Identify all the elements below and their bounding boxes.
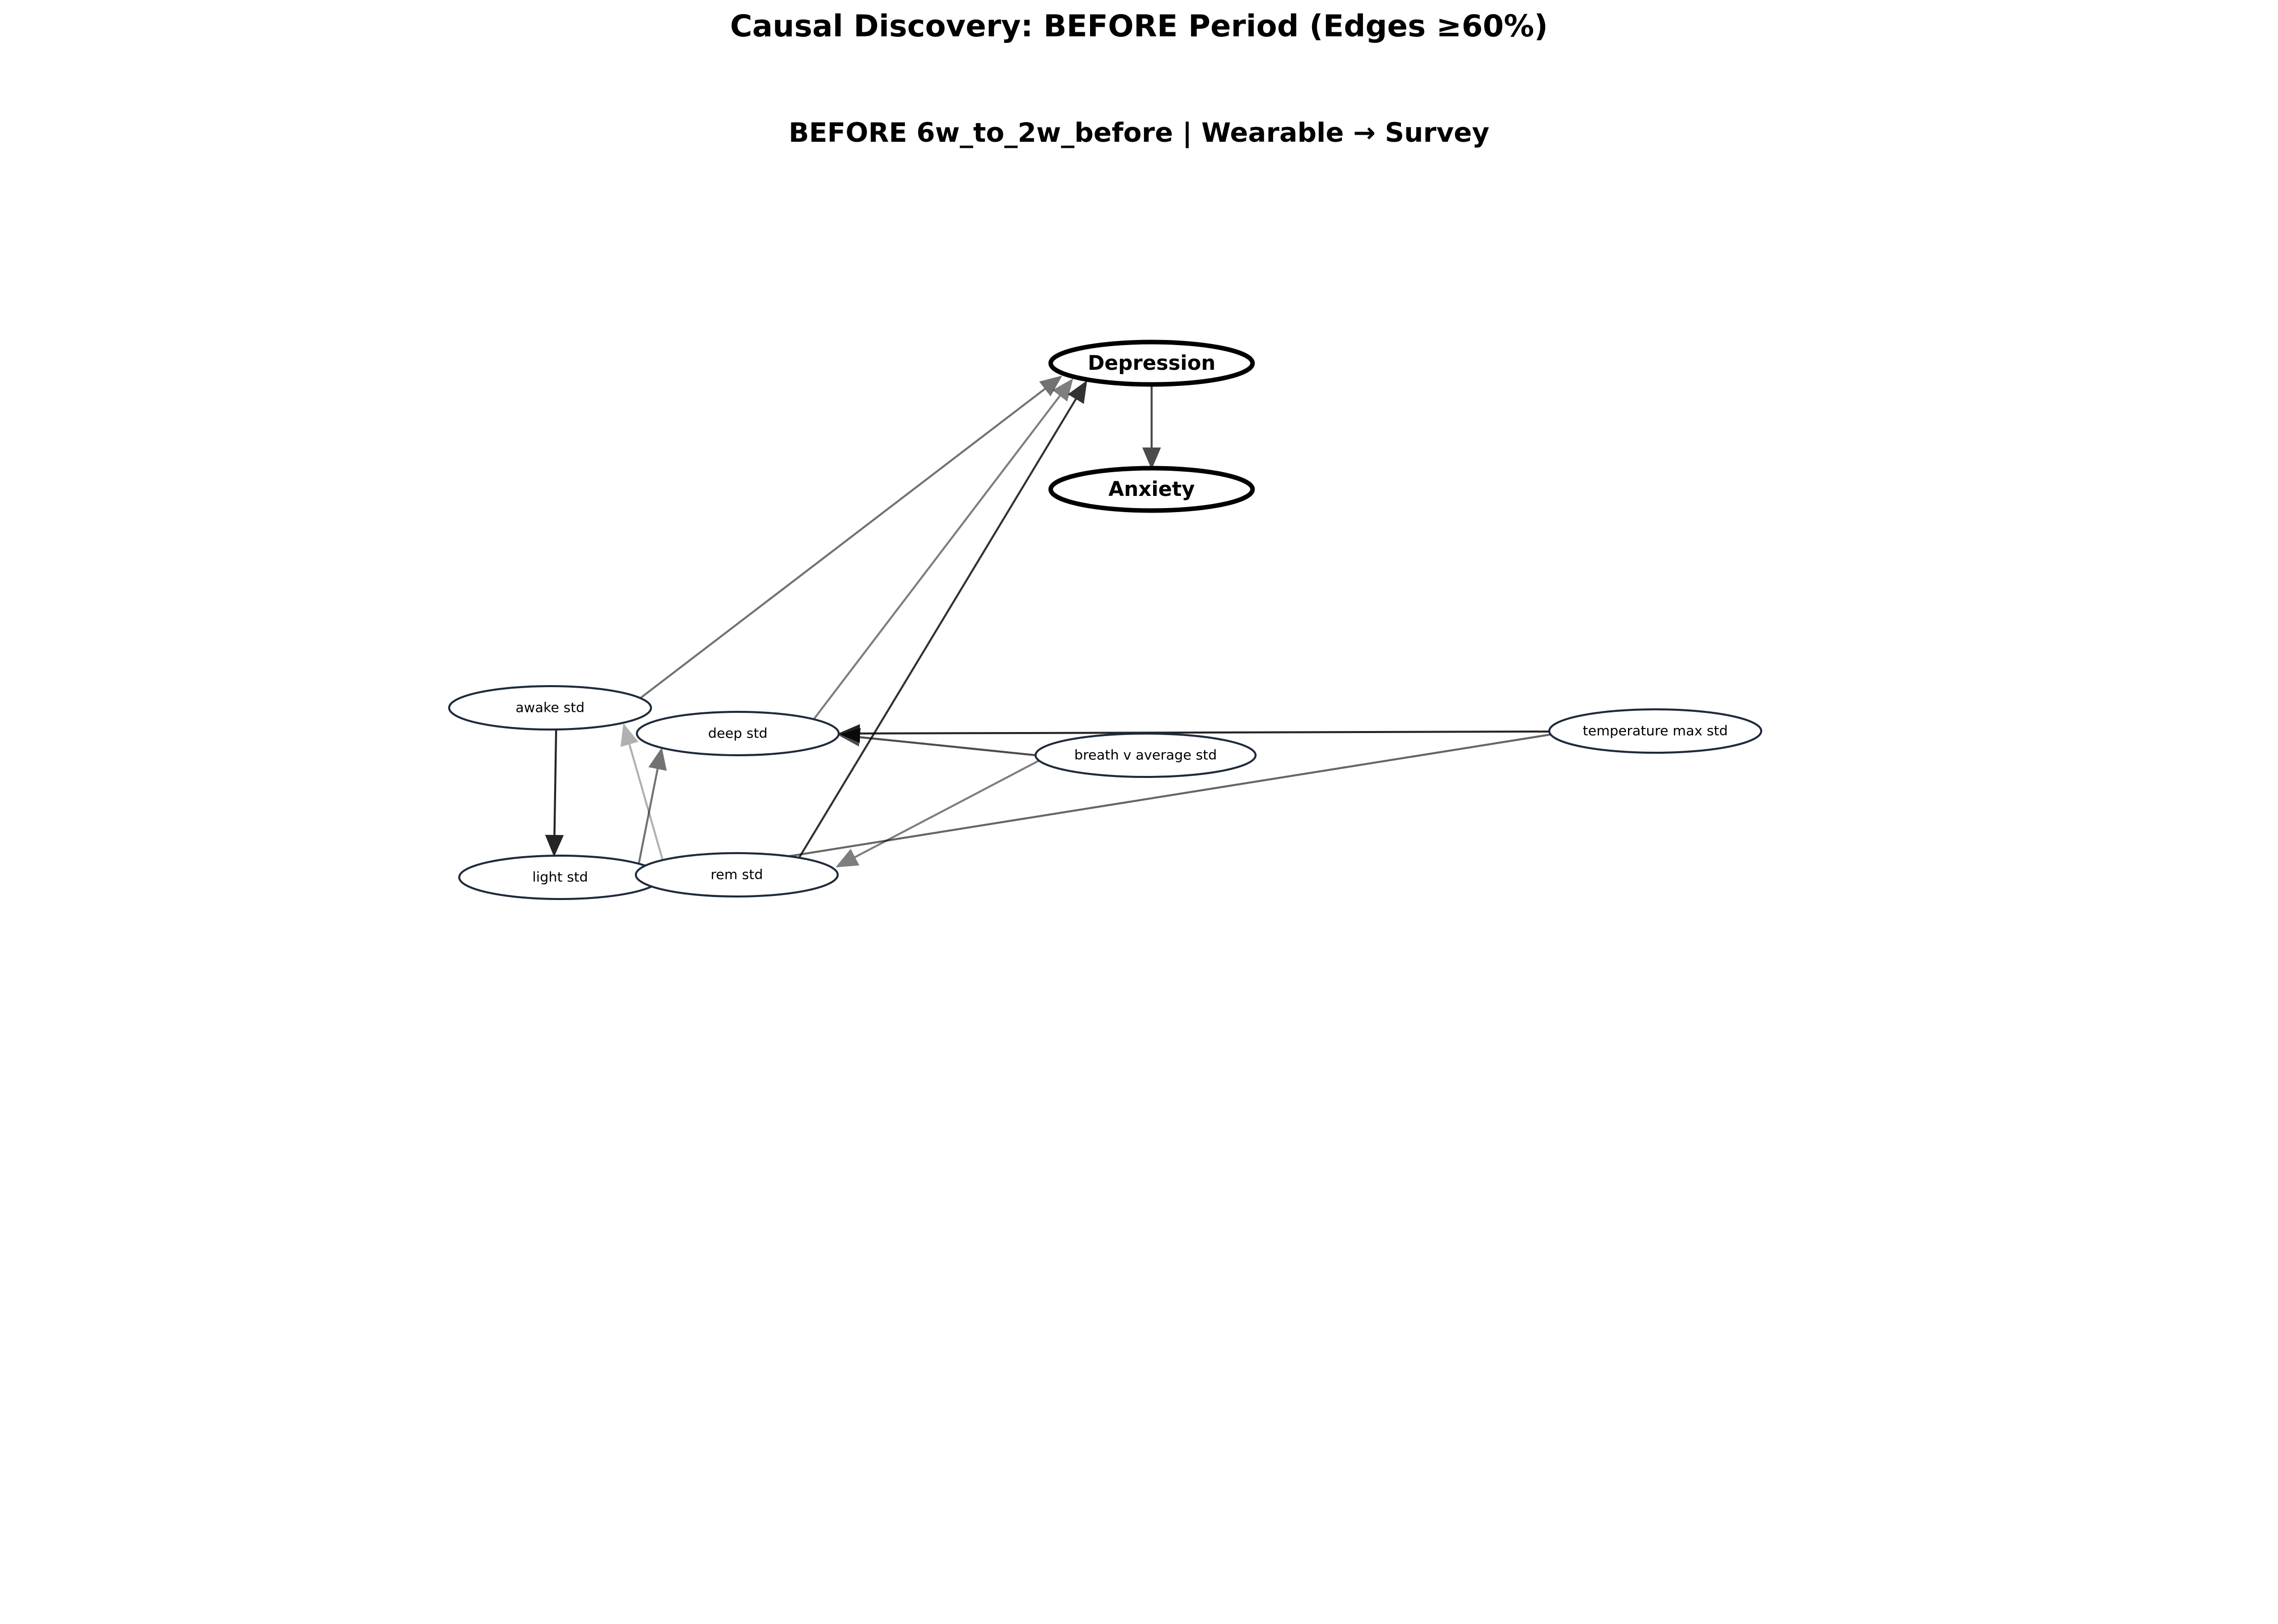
node-ellipse bbox=[635, 852, 839, 898]
node-temperature-max-std: temperature max std bbox=[1548, 708, 1762, 754]
edge-line bbox=[859, 731, 1550, 735]
figure-title: Causal Discovery: BEFORE Period (Edges ≥… bbox=[730, 9, 1548, 44]
node-deep-std: deep std bbox=[636, 711, 840, 756]
edge-awake-std-to-light-std bbox=[545, 730, 564, 857]
edge-breath-v-average-std-to-deep-std bbox=[838, 727, 1037, 756]
node-ellipse bbox=[1048, 466, 1255, 513]
edge-line bbox=[628, 743, 664, 862]
node-ellipse bbox=[1048, 340, 1255, 387]
edge-line bbox=[683, 734, 1551, 874]
arrowhead-icon bbox=[838, 727, 861, 747]
edge-line bbox=[798, 398, 1077, 859]
node-label: light std bbox=[532, 870, 588, 885]
edge-light-std-to-deep-std bbox=[638, 747, 667, 864]
arrowhead-icon bbox=[545, 834, 564, 857]
node-ellipse bbox=[636, 711, 840, 756]
node-ellipse bbox=[448, 685, 652, 731]
node-ellipse bbox=[1548, 708, 1762, 754]
panel-subtitle: BEFORE 6w_to_2w_before | Wearable → Surv… bbox=[789, 118, 1490, 148]
node-awake-std: awake std bbox=[448, 685, 652, 731]
nodes-layer: Depression Anxiety awake std deep std breath… bbox=[448, 340, 1762, 900]
node-breath-v-average-std: breath v average std bbox=[1035, 733, 1257, 778]
edge-line bbox=[553, 730, 557, 836]
arrowhead-icon bbox=[1142, 447, 1161, 470]
edge-line bbox=[638, 768, 659, 864]
arrowhead-icon bbox=[835, 849, 859, 868]
edge-line bbox=[636, 387, 1046, 702]
node-label: deep std bbox=[708, 726, 768, 742]
node-label: breath v average std bbox=[1074, 748, 1217, 763]
edge-line bbox=[859, 736, 1037, 756]
node-depression: Depression bbox=[1048, 340, 1255, 387]
arrowhead-icon bbox=[648, 747, 667, 771]
node-label: rem std bbox=[711, 867, 763, 883]
node-label: Depression bbox=[1088, 352, 1215, 375]
edge-deep-std-to-depression bbox=[811, 378, 1073, 722]
node-ellipse bbox=[1035, 733, 1257, 778]
node-label: temperature max std bbox=[1583, 723, 1728, 739]
node-rem-std: rem std bbox=[635, 852, 839, 898]
arrowhead-icon bbox=[1067, 380, 1088, 404]
edge-rem-std-to-depression bbox=[798, 380, 1088, 859]
edge-breath-v-average-std-to-rem-std bbox=[835, 759, 1040, 868]
edge-line bbox=[854, 759, 1040, 859]
node-anxiety: Anxiety bbox=[1048, 466, 1255, 513]
arrowhead-icon bbox=[620, 723, 639, 747]
node-light-std: light std bbox=[458, 855, 662, 900]
edge-rem-std-to-awake-std bbox=[620, 723, 664, 862]
edge-depression-to-anxiety bbox=[1142, 385, 1161, 470]
node-label: Anxiety bbox=[1108, 478, 1195, 501]
edge-awake-std-to-depression bbox=[636, 375, 1063, 702]
edges-layer bbox=[545, 375, 1551, 882]
edge-line bbox=[811, 395, 1061, 722]
node-label: awake std bbox=[516, 700, 585, 716]
arrowhead-icon bbox=[1039, 375, 1063, 397]
arrowhead-icon bbox=[1052, 378, 1073, 402]
